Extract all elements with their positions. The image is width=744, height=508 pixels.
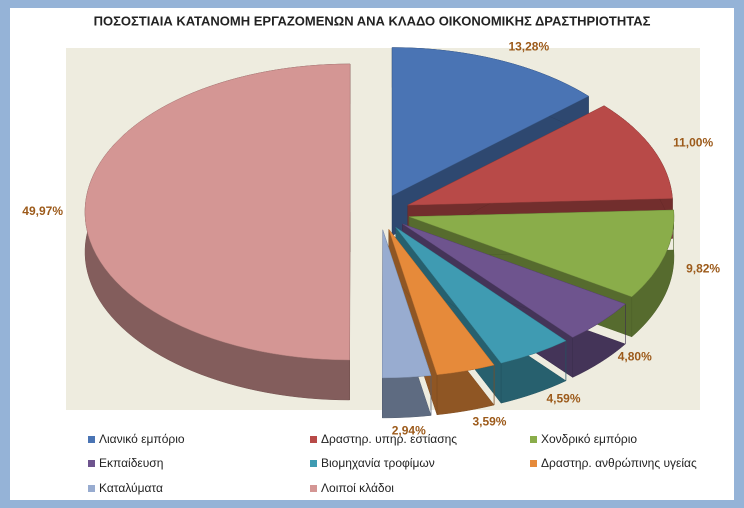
legend-swatch bbox=[310, 436, 317, 443]
legend-label: Δραστηρ. υπηρ. εστίασης bbox=[321, 432, 457, 446]
slice bbox=[402, 223, 626, 338]
data-label: 4,80% bbox=[618, 350, 652, 364]
legend-swatch bbox=[88, 485, 95, 492]
slice bbox=[408, 209, 675, 298]
slice bbox=[391, 47, 590, 196]
data-label: 3,59% bbox=[472, 415, 506, 429]
legend-swatch bbox=[88, 460, 95, 467]
data-label: 13,28% bbox=[508, 40, 549, 54]
data-label: 4,59% bbox=[546, 391, 580, 405]
data-label: 11,00% bbox=[673, 136, 713, 150]
legend-label: Λοιποί κλάδοι bbox=[321, 481, 394, 495]
legend-swatch bbox=[310, 460, 317, 467]
chart-title: ΠΟΣΟΣΤΙΑΙΑ ΚΑΤΑΝΟΜΗ ΕΡΓΑΖΟΜΕΝΩΝ ΑΝΑ ΚΛΑΔ… bbox=[94, 13, 651, 28]
slice bbox=[395, 227, 567, 364]
slice bbox=[84, 63, 351, 361]
legend-label: Εκπαίδευση bbox=[99, 456, 163, 470]
legend-swatch bbox=[530, 460, 537, 467]
legend-swatch bbox=[310, 485, 317, 492]
slice bbox=[388, 229, 495, 376]
data-label: 49,97% bbox=[22, 204, 63, 218]
slice bbox=[382, 229, 432, 379]
data-label: 9,82% bbox=[686, 261, 720, 275]
legend-label: Δραστηρ. ανθρώπινης υγείας bbox=[541, 456, 697, 470]
slice bbox=[407, 105, 673, 206]
legend-label: Χονδρικό εμπόριο bbox=[541, 432, 637, 446]
legend-label: Βιομηχανία τροφίμων bbox=[321, 456, 435, 470]
data-label: 2,94% bbox=[392, 423, 426, 437]
legend-swatch bbox=[530, 436, 537, 443]
legend-swatch bbox=[88, 436, 95, 443]
legend-label: Λιανικό εμπόριο bbox=[99, 432, 185, 446]
legend-label: Καταλύματα bbox=[99, 481, 163, 495]
